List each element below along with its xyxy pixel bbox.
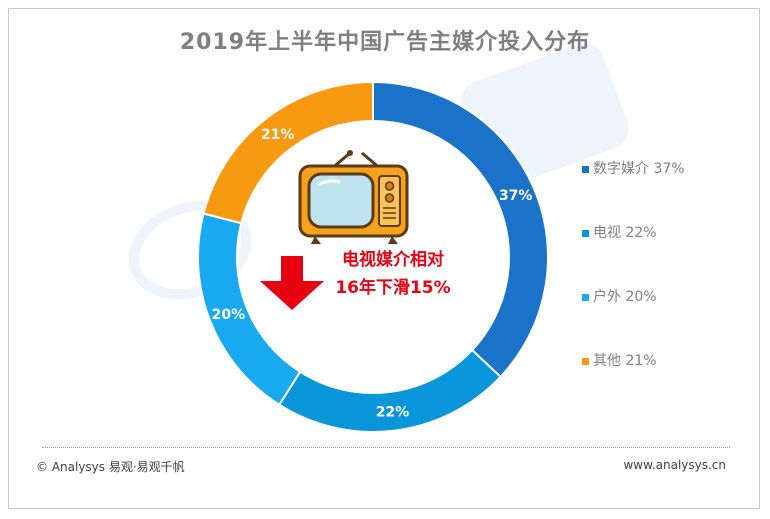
donut-slices [197, 80, 550, 433]
annotation-line-1: 电视媒介相对 [342, 250, 444, 270]
legend-item-other: 其他 21% [582, 350, 657, 370]
footer-website: www.analysys.cn [623, 458, 726, 472]
slice-label-tv: 22% [376, 404, 410, 420]
legend-swatch [582, 293, 589, 301]
legend-item-tv: 电视 22% [582, 222, 657, 242]
slice-label-other: 21% [261, 127, 295, 143]
legend-item-digital: 数字媒介 37% [582, 158, 685, 178]
slice-label-outdoor: 20% [212, 307, 246, 323]
legend-label: 电视 22% [593, 225, 657, 241]
chart-annotation: 电视媒介相对 16年下滑15% [326, 246, 460, 302]
annotation-line-2: 16年下滑15% [335, 278, 451, 298]
down-arrow-icon [260, 256, 324, 310]
legend-label: 数字媒介 37% [593, 161, 685, 177]
tv-icon [298, 150, 409, 244]
legend-item-outdoor: 户外 20% [582, 286, 657, 306]
legend-label: 其他 21% [593, 353, 657, 369]
chart-title: 2019年上半年中国广告主媒介投入分布 [179, 30, 591, 55]
footer-divider [42, 447, 730, 448]
slice-other [202, 80, 374, 225]
legend-swatch [582, 357, 589, 365]
slice-label-digital: 37% [499, 188, 533, 204]
footer-copyright: © Analysys 易观·易观千帆 [36, 460, 185, 474]
donut-labels: 37% 22% 20% 21% [212, 127, 533, 420]
legend-swatch [582, 229, 589, 237]
legend-label: 户外 20% [593, 289, 657, 305]
legend-swatch [582, 165, 589, 173]
